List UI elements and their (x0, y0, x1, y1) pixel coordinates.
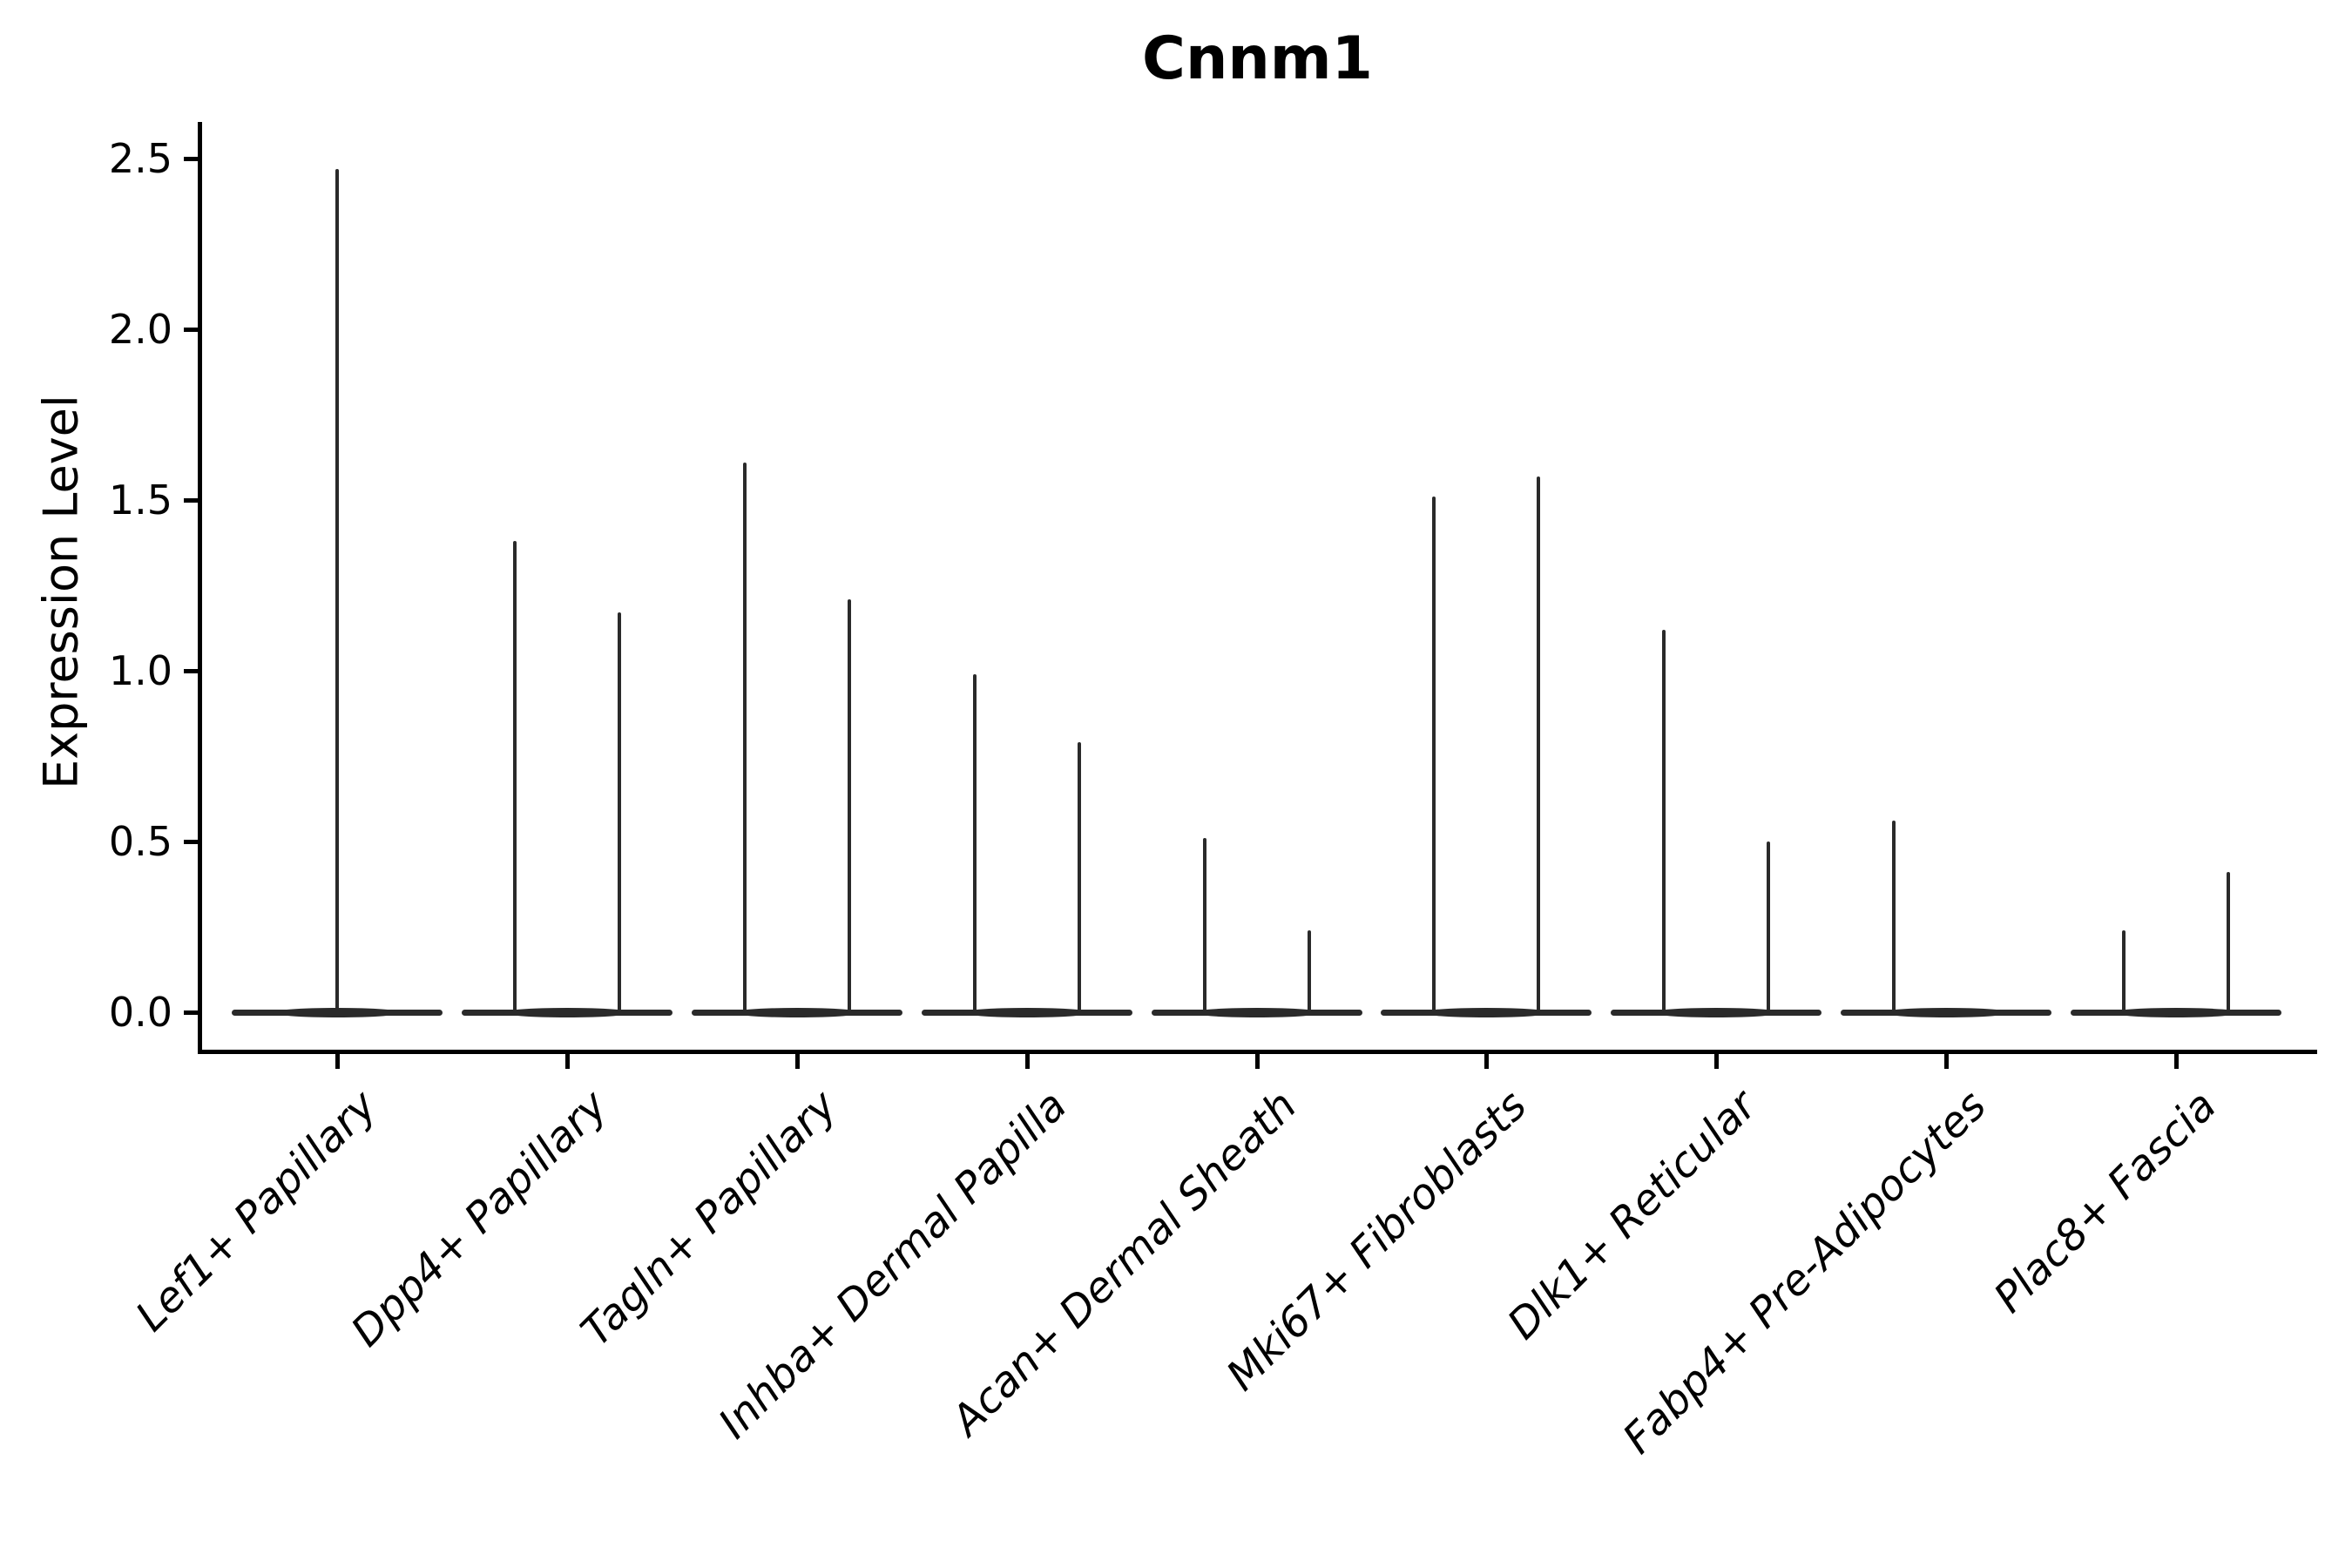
y-tick-label: 0.5 (108, 818, 172, 865)
x-tick-mark (1484, 1054, 1490, 1069)
y-tick-label: 2.0 (108, 306, 172, 353)
y-tick-mark (184, 669, 198, 673)
violin-spike (2227, 872, 2230, 1012)
x-tick-mark (335, 1054, 340, 1069)
y-tick-mark (184, 157, 198, 161)
violin-body-bulge (1881, 1008, 2012, 1017)
violin-spike (512, 541, 517, 1012)
violin-body-bulge (961, 1008, 1092, 1017)
violin-spike (847, 598, 851, 1012)
violin-spike (1307, 929, 1311, 1012)
violin-spike (1202, 838, 1206, 1012)
violin-spike (1077, 742, 1081, 1012)
y-tick-mark (184, 328, 198, 332)
y-tick-label: 1.0 (108, 647, 172, 694)
y-tick-label: 2.5 (108, 135, 172, 182)
x-tick-mark (794, 1054, 800, 1069)
x-tick-mark (1254, 1054, 1260, 1069)
violin-body-bulge (1421, 1008, 1552, 1017)
violin-body-bulge (501, 1008, 632, 1017)
violin-spike (2122, 929, 2126, 1012)
violin-body-bulge (1651, 1008, 1782, 1017)
violin-spike (1767, 841, 1771, 1012)
violin-body-bulge (731, 1008, 862, 1017)
x-tick-mark (2174, 1054, 2179, 1069)
x-tick-mark (1714, 1054, 1720, 1069)
x-tick-mark (1024, 1054, 1030, 1069)
violin-spike (335, 168, 339, 1012)
violin-spike (1662, 629, 1666, 1012)
x-tick-label: Plac8+ Fascia (1984, 1081, 2226, 1322)
x-tick-label: Dlk1+ Reticular (1497, 1081, 1767, 1349)
violin-body-bulge (1191, 1008, 1322, 1017)
violin-spike (1537, 476, 1541, 1012)
violin-body-bulge (2111, 1008, 2241, 1017)
x-tick-label: Lef1+ Papillary (126, 1081, 387, 1342)
violin-spike (1892, 821, 1896, 1012)
violin-spike (617, 612, 621, 1012)
x-tick-label: Dpp4+ Papillary (341, 1081, 617, 1356)
x-tick-mark (1944, 1054, 1950, 1069)
y-tick-label: 0.0 (108, 989, 172, 1036)
violin-spike (1432, 497, 1436, 1012)
chart-title: Cnnm1 (1142, 24, 1373, 93)
y-tick-label: 1.5 (108, 476, 172, 524)
violin-body-bulge (272, 1008, 402, 1017)
x-tick-label: Tagln+ Papillary (571, 1081, 847, 1356)
y-tick-mark (184, 498, 198, 503)
x-tick-mark (564, 1054, 570, 1069)
y-tick-mark (184, 840, 198, 844)
plot-area (198, 122, 2317, 1054)
y-axis-label: Expression Level (33, 395, 89, 789)
violin-spike (742, 462, 747, 1012)
y-tick-mark (184, 1010, 198, 1015)
violin-spike (972, 673, 977, 1012)
